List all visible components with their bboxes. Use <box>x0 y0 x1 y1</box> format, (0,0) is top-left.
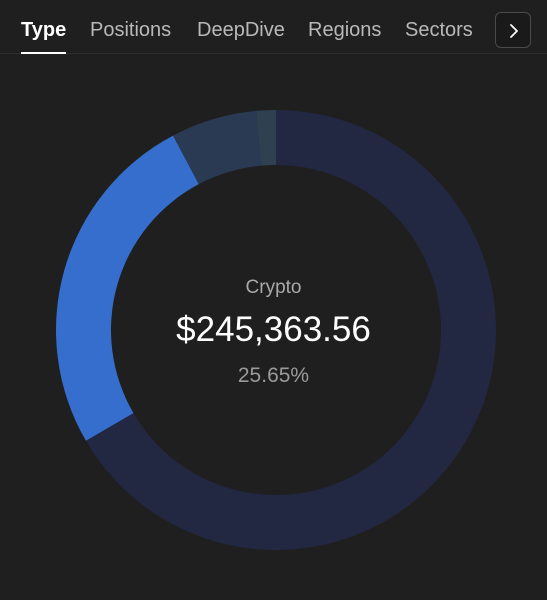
donut-slice-1[interactable] <box>55 135 199 441</box>
tab-bar: Type Positions DeepDive Regions Sectors <box>0 0 547 54</box>
tab-positions[interactable]: Positions <box>90 19 172 41</box>
selected-slice-value: $245,363.56 <box>176 310 371 349</box>
selected-slice-label: Crypto <box>245 277 302 298</box>
tab-deepdive[interactable]: DeepDive <box>197 19 285 41</box>
donut-slice-3[interactable] <box>255 110 276 166</box>
selected-slice-percent: 25.65% <box>237 364 310 387</box>
donut-slice-2[interactable] <box>173 110 261 185</box>
next-tabs-button[interactable] <box>495 12 531 48</box>
tab-regions[interactable]: Regions <box>308 19 382 41</box>
chevron-right-icon <box>510 24 518 38</box>
tab-sectors[interactable]: Sectors <box>405 19 473 41</box>
tab-type[interactable]: Type <box>21 0 67 54</box>
